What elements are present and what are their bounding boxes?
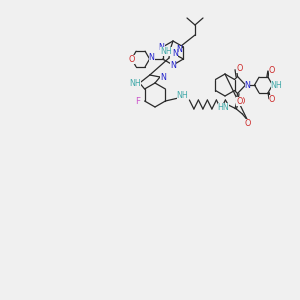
Text: N: N <box>244 80 250 89</box>
Text: N: N <box>160 73 166 82</box>
Text: N: N <box>170 61 176 70</box>
Text: N: N <box>172 49 178 58</box>
Text: O: O <box>128 55 135 64</box>
Text: NH: NH <box>176 92 188 100</box>
Text: NH: NH <box>160 46 172 56</box>
Text: O: O <box>238 97 244 106</box>
Text: N: N <box>176 46 182 55</box>
Text: F: F <box>135 98 140 106</box>
Text: N: N <box>149 53 155 62</box>
Text: O: O <box>244 118 250 127</box>
Text: NH: NH <box>130 79 142 88</box>
Text: O: O <box>269 95 275 104</box>
Text: HN: HN <box>218 103 229 112</box>
Text: O: O <box>236 64 243 73</box>
Text: NH: NH <box>271 80 282 89</box>
Text: O: O <box>269 66 275 75</box>
Text: N: N <box>159 43 164 52</box>
Text: O: O <box>236 97 243 106</box>
